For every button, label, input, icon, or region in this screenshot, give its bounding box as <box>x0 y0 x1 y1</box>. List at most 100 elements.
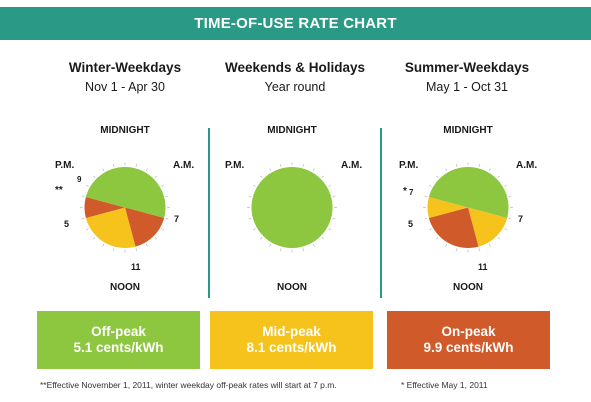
legend-off-peak-name: Off-peak <box>91 324 146 339</box>
hour-tick <box>445 168 448 172</box>
hour-tick <box>253 228 256 231</box>
hour-tick <box>248 218 252 220</box>
hour-tick <box>161 228 164 231</box>
hour-tick <box>93 237 96 240</box>
hour-tick <box>478 248 480 251</box>
pie-slice-mid-peak <box>85 207 136 249</box>
pie-slice-off-peak <box>125 166 166 218</box>
hour-tick <box>504 184 507 187</box>
hour-tick <box>269 243 272 247</box>
summer-hour-7-pm: 7 <box>409 188 414 197</box>
hour-tick <box>86 184 89 187</box>
hour-tick <box>508 218 512 220</box>
hour-tick <box>456 164 458 167</box>
column-divider <box>380 128 382 298</box>
weekend-clock-pie <box>247 162 337 253</box>
hour-tick <box>248 195 252 197</box>
legend-mid-peak: Mid-peak 8.1 cents/kWh <box>210 311 373 369</box>
legend-mid-peak-rate: 8.1 cents/kWh <box>246 340 337 355</box>
weekend-midnight-label: MIDNIGHT <box>267 125 317 136</box>
pie-slice-off-peak <box>251 166 333 249</box>
hour-tick <box>424 218 428 220</box>
hour-tick <box>253 184 256 187</box>
winter-noon-label: NOON <box>110 282 140 293</box>
hour-tick <box>165 218 169 220</box>
hour-tick <box>497 237 500 240</box>
legend-off-peak: Off-peak 5.1 cents/kWh <box>37 311 200 369</box>
pie-slice-on-peak <box>125 207 165 247</box>
hour-tick <box>429 184 432 187</box>
hour-tick <box>145 168 148 172</box>
hour-tick <box>102 243 105 247</box>
summer-hour-7-am: 7 <box>518 214 524 224</box>
hour-tick <box>280 248 282 251</box>
legend-on-peak-name: On-peak <box>441 324 496 339</box>
pie-slice-on-peak <box>428 207 479 249</box>
hour-tick <box>165 195 169 197</box>
summer-midnight-label: MIDNIGHT <box>443 125 493 136</box>
summer-am-label: A.M. <box>516 160 538 171</box>
hour-tick <box>81 218 85 220</box>
pie-slice-off-peak <box>468 166 509 218</box>
winter-hour-9: 9 <box>77 175 82 184</box>
winter-hour-7: 7 <box>174 214 180 224</box>
hour-tick <box>436 175 439 178</box>
hour-tick <box>328 228 331 231</box>
legend-off-peak-rate: 5.1 cents/kWh <box>73 340 164 355</box>
hour-tick <box>504 228 507 231</box>
hour-tick <box>145 243 148 247</box>
summer-title: Summer-Weekdays <box>404 60 530 75</box>
hour-tick <box>269 168 272 172</box>
hour-tick <box>321 237 324 240</box>
hour-tick <box>488 243 491 247</box>
hour-tick <box>135 248 137 251</box>
hour-tick <box>260 175 263 178</box>
summer-subtitle: May 1 - Oct 31 <box>426 80 508 94</box>
hour-tick <box>478 164 480 167</box>
hour-tick <box>445 243 448 247</box>
winter-am-label: A.M. <box>173 160 195 171</box>
winter-hour-5: 5 <box>64 219 70 229</box>
hour-tick <box>332 195 336 197</box>
hour-tick <box>312 168 315 172</box>
hour-tick <box>260 237 263 240</box>
hour-tick <box>154 175 157 178</box>
hour-tick <box>497 175 500 178</box>
hour-tick <box>508 195 512 197</box>
winter-title: Winter-Weekdays <box>68 60 182 75</box>
legend-on-peak: On-peak 9.9 cents/kWh <box>387 311 550 369</box>
column-divider <box>208 128 210 298</box>
hour-tick <box>488 168 491 172</box>
weekend-am-label: A.M. <box>341 160 363 171</box>
legend-mid-peak-name: Mid-peak <box>262 324 321 339</box>
summer-clock-pie <box>423 162 513 253</box>
hour-tick <box>154 237 157 240</box>
hour-tick <box>135 164 137 167</box>
hour-tick <box>328 184 331 187</box>
pie-slice-off-peak <box>85 166 125 208</box>
pie-slice-off-peak <box>428 166 468 208</box>
summer-pm-label: P.M. <box>399 160 419 171</box>
hour-tick <box>424 195 428 197</box>
summer-hour-11: 11 <box>478 262 488 272</box>
hour-tick <box>456 248 458 251</box>
pie-slice-mid-peak <box>468 207 508 247</box>
summer-marker-note: * <box>403 186 407 197</box>
weekend-subtitle: Year round <box>264 80 326 94</box>
hour-tick <box>161 184 164 187</box>
winter-clock-pie <box>80 162 170 253</box>
summer-hour-5: 5 <box>408 219 414 229</box>
hour-tick <box>113 164 115 167</box>
hour-tick <box>332 218 336 220</box>
footnote-winter: **Effective November 1, 2011, winter wee… <box>40 380 337 390</box>
weekend-title: Weekends & Holidays <box>224 60 366 75</box>
summer-noon-label: NOON <box>453 282 483 293</box>
hour-tick <box>436 237 439 240</box>
pie-slice-on-peak <box>84 197 125 218</box>
hour-tick <box>102 168 105 172</box>
header-banner: TIME-OF-USE RATE CHART <box>0 7 591 40</box>
hour-tick <box>321 175 324 178</box>
hour-tick <box>312 243 315 247</box>
hour-tick <box>93 175 96 178</box>
hour-tick <box>113 248 115 251</box>
